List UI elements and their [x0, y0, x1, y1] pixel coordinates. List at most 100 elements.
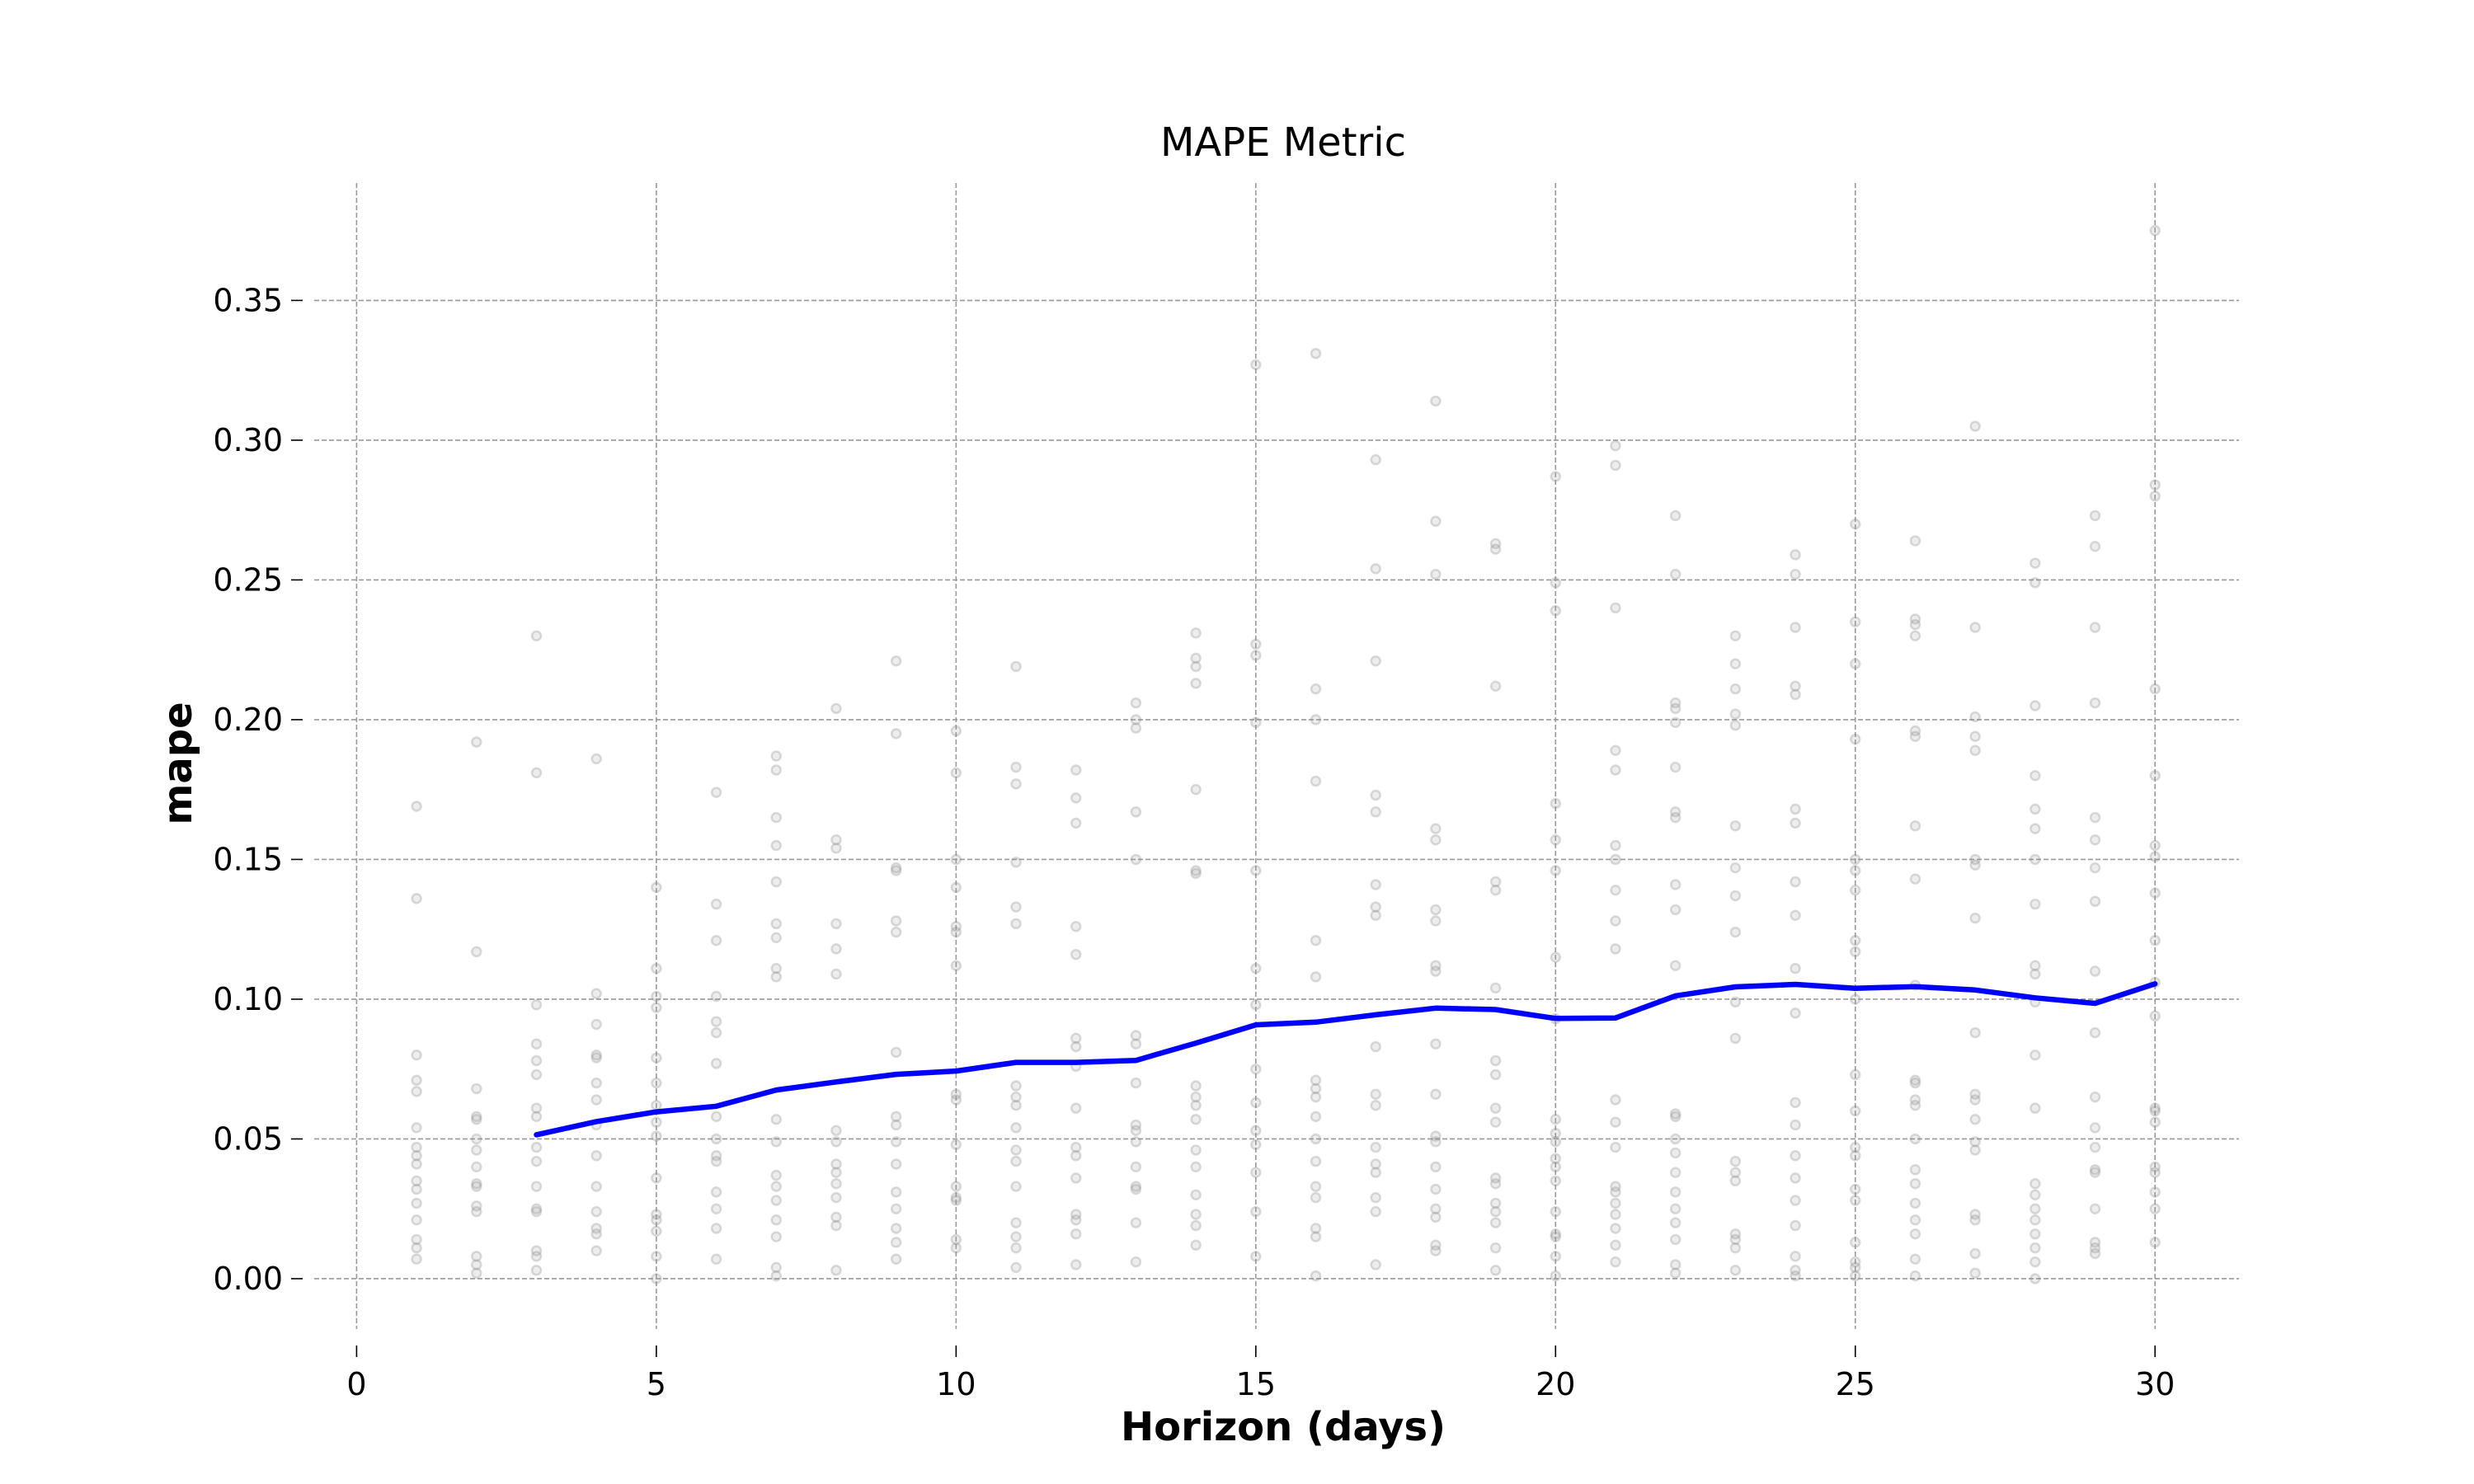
scatter-point [1010, 918, 1022, 930]
scatter-point [1550, 1231, 1562, 1242]
scatter-point [1669, 697, 1681, 709]
scatter-point [1729, 719, 1742, 731]
y-tick-label: 0.30 [213, 422, 283, 458]
scatter-point [1969, 1144, 1981, 1156]
scatter-point [890, 1223, 902, 1234]
scatter-point [1250, 1125, 1262, 1137]
scatter-point [830, 834, 842, 846]
scatter-point [1489, 1172, 1502, 1184]
scatter-point [770, 1169, 783, 1181]
grid [314, 183, 2239, 1329]
scatter-point [1430, 823, 1442, 834]
scatter-point [471, 1205, 482, 1218]
scatter-point [890, 865, 902, 876]
scatter-point [1909, 1077, 1921, 1089]
scatter-point [890, 862, 902, 874]
scatter-point [1850, 884, 1861, 896]
scatter-point [950, 853, 962, 866]
scatter-point [1190, 652, 1202, 665]
scatter-point [1370, 806, 1381, 818]
scatter-point [950, 921, 962, 932]
scatter-point [1790, 962, 1801, 974]
scatter-point [1610, 839, 1621, 852]
scatter-point [1969, 744, 1981, 756]
scatter-point [1430, 395, 1442, 407]
scatter-point [530, 998, 543, 1011]
scatter-point [530, 1054, 543, 1067]
scatter-point [950, 725, 962, 737]
y-tick-label: 0.10 [213, 981, 283, 1017]
scatter-point [411, 1050, 422, 1061]
scatter-point [1370, 1040, 1381, 1053]
scatter-point [1310, 935, 1322, 946]
scatter-point [2149, 1010, 2161, 1022]
scatter-point [530, 1245, 543, 1256]
scatter-point [770, 1181, 783, 1192]
scatter-point [1550, 604, 1562, 617]
scatter-point [1550, 1113, 1562, 1125]
scatter-point [1489, 1102, 1502, 1114]
scatter-point [1370, 789, 1381, 801]
scatter-point [1790, 1265, 1801, 1276]
scatter-point [1430, 1088, 1442, 1100]
scatter-point [1010, 1217, 1022, 1228]
scatter-point [950, 960, 962, 972]
scatter-point [1850, 1237, 1861, 1248]
scatter-point [1310, 1082, 1322, 1095]
scatter-point [770, 1136, 783, 1148]
scatter-point [1909, 820, 1921, 832]
scatter-point [1729, 1155, 1742, 1167]
scatter-point [1370, 1259, 1381, 1270]
scatter-point [890, 1203, 902, 1214]
scatter-point [770, 1261, 783, 1274]
scatter-point [830, 1158, 842, 1170]
scatter-point [471, 1133, 482, 1145]
scatter-point [471, 1113, 482, 1125]
scatter-point [1610, 459, 1621, 472]
x-tick-label: 15 [1236, 1366, 1276, 1402]
scatter-point [530, 1265, 543, 1276]
scatter-point [1310, 1181, 1322, 1192]
scatter-point [710, 1223, 722, 1234]
scatter-point [1969, 859, 1981, 871]
scatter-point [1909, 725, 1921, 737]
scatter-point [1550, 1136, 1562, 1148]
scatter-point [1729, 890, 1742, 902]
scatter-point [830, 968, 842, 980]
scatter-point [1969, 912, 1981, 924]
scatter-point [1610, 884, 1621, 896]
scatter-point [1489, 876, 1502, 888]
scatter-point [710, 1058, 722, 1069]
scatter-point [890, 1158, 902, 1170]
scatter-point [1729, 1032, 1742, 1045]
scatter-point [530, 1111, 543, 1123]
scatter-point [1969, 1113, 1981, 1125]
scatter-point [1070, 1209, 1082, 1220]
scatter-point [590, 1228, 602, 1240]
scatter-point [1070, 1259, 1082, 1270]
scatter-point [2149, 490, 2161, 502]
scatter-point [1669, 510, 1681, 522]
scatter-point [1850, 993, 1861, 1005]
scatter-point [471, 1111, 482, 1123]
scatter-point [1969, 1267, 1981, 1279]
scatter-point [1669, 1108, 1681, 1120]
scatter-point [770, 750, 783, 762]
scatter-point [1909, 1094, 1921, 1106]
scatter-point [1430, 1245, 1442, 1256]
scatter-point [1370, 655, 1381, 667]
scatter-point [1850, 935, 1861, 946]
scatter-point [590, 1181, 602, 1192]
scatter-point [2089, 1122, 2101, 1134]
scatter-point [1669, 1217, 1681, 1228]
scatter-point [770, 1231, 783, 1242]
scatter-point [1669, 716, 1681, 729]
scatter-point [1550, 577, 1562, 589]
scatter-point [1790, 549, 1801, 561]
scatter-point [530, 1141, 543, 1153]
scatter-point [1070, 1102, 1082, 1114]
y-tick-label: 0.35 [213, 282, 283, 318]
scatter-point [411, 1141, 422, 1153]
scatter-point [1070, 1150, 1082, 1162]
